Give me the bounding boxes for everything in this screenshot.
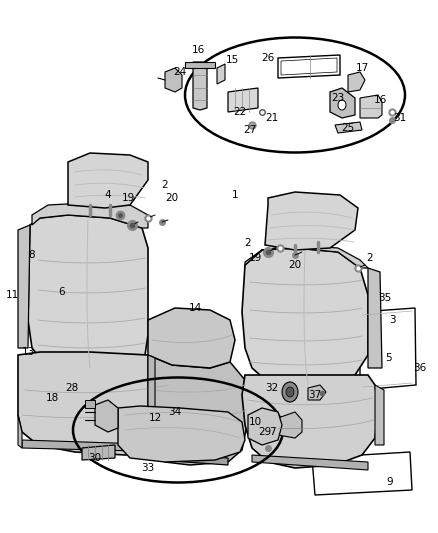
Polygon shape (158, 452, 228, 465)
Polygon shape (252, 455, 368, 470)
Text: 30: 30 (88, 453, 102, 463)
Text: 7: 7 (268, 427, 276, 437)
Polygon shape (32, 202, 148, 228)
Polygon shape (348, 72, 365, 92)
Text: 6: 6 (59, 287, 65, 297)
Polygon shape (375, 385, 384, 445)
Text: 2: 2 (367, 253, 373, 263)
Text: 20: 20 (166, 193, 179, 203)
Polygon shape (368, 268, 382, 368)
Text: 20: 20 (289, 260, 301, 270)
Text: 8: 8 (28, 250, 35, 260)
Ellipse shape (282, 382, 298, 402)
Polygon shape (242, 248, 368, 388)
Text: 32: 32 (265, 383, 279, 393)
Polygon shape (228, 88, 258, 112)
Text: 33: 33 (141, 463, 155, 473)
Polygon shape (68, 153, 148, 208)
Text: 31: 31 (393, 113, 406, 123)
Text: 25: 25 (341, 123, 355, 133)
Polygon shape (245, 245, 368, 268)
Text: 2: 2 (162, 180, 168, 190)
Polygon shape (18, 352, 175, 455)
Text: 37: 37 (308, 390, 321, 400)
Polygon shape (308, 385, 326, 400)
Text: 15: 15 (226, 55, 239, 65)
Polygon shape (18, 415, 22, 448)
Polygon shape (148, 355, 248, 465)
Polygon shape (18, 225, 30, 348)
Polygon shape (335, 122, 362, 133)
Polygon shape (185, 62, 215, 68)
Text: 24: 24 (173, 67, 187, 77)
Text: 22: 22 (233, 107, 247, 117)
Text: 16: 16 (373, 95, 387, 105)
Text: 23: 23 (332, 93, 345, 103)
Text: 5: 5 (385, 353, 391, 363)
Polygon shape (22, 440, 175, 452)
Text: 28: 28 (65, 383, 79, 393)
Polygon shape (265, 192, 358, 250)
Text: 1: 1 (232, 190, 238, 200)
Ellipse shape (338, 100, 346, 110)
Text: 12: 12 (148, 413, 162, 423)
Polygon shape (165, 68, 182, 92)
Text: 34: 34 (168, 407, 182, 417)
Polygon shape (360, 95, 382, 118)
Text: 10: 10 (248, 417, 261, 427)
Polygon shape (95, 400, 118, 432)
Text: 26: 26 (261, 53, 275, 63)
Text: 3: 3 (389, 315, 396, 325)
Polygon shape (242, 375, 378, 468)
Polygon shape (278, 412, 302, 438)
Text: 13: 13 (21, 347, 35, 357)
Text: 27: 27 (244, 125, 257, 135)
Text: 16: 16 (191, 45, 205, 55)
Polygon shape (312, 452, 412, 495)
Polygon shape (278, 55, 340, 78)
Ellipse shape (286, 387, 294, 397)
Polygon shape (217, 64, 225, 84)
Polygon shape (85, 400, 95, 408)
Polygon shape (148, 308, 235, 368)
Polygon shape (281, 58, 337, 75)
Text: 35: 35 (378, 293, 392, 303)
Polygon shape (330, 88, 355, 118)
Text: 17: 17 (355, 63, 369, 73)
Text: 29: 29 (258, 427, 272, 437)
Polygon shape (248, 408, 282, 445)
Text: 19: 19 (121, 193, 134, 203)
Text: 36: 36 (413, 363, 427, 373)
Text: 2: 2 (245, 238, 251, 248)
Text: 14: 14 (188, 303, 201, 313)
Polygon shape (28, 215, 148, 372)
Text: 18: 18 (46, 393, 59, 403)
Polygon shape (118, 406, 245, 462)
Text: 21: 21 (265, 113, 279, 123)
Polygon shape (82, 445, 115, 460)
Text: 9: 9 (387, 477, 393, 487)
Polygon shape (148, 355, 155, 450)
Text: 19: 19 (248, 253, 261, 263)
Text: 11: 11 (5, 290, 19, 300)
Polygon shape (360, 308, 416, 390)
Polygon shape (193, 62, 207, 110)
Text: 4: 4 (105, 190, 111, 200)
